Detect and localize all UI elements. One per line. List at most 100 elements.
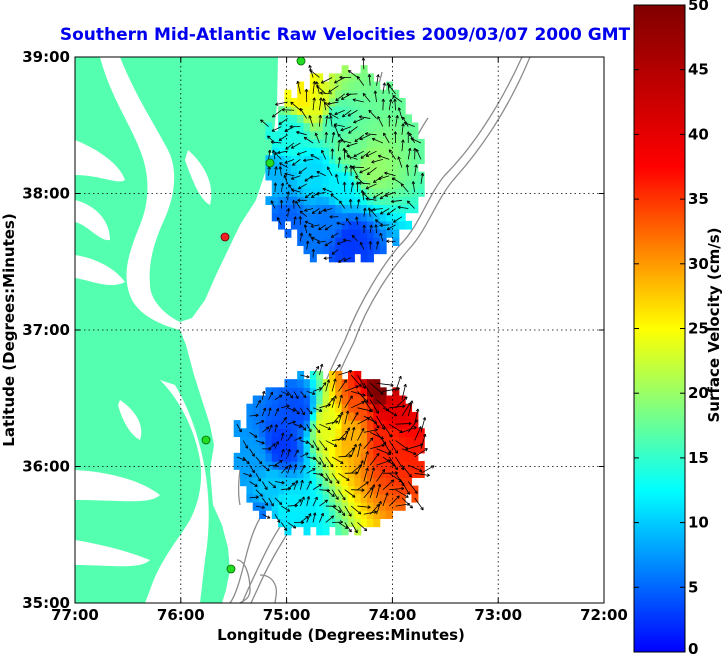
velocity-vector: [270, 200, 276, 209]
heatmap-cell: [341, 106, 349, 115]
velocity-vector: [346, 93, 358, 95]
velocity-vector-head: [367, 207, 370, 211]
velocity-vector-head: [409, 148, 412, 152]
velocity-vector-head: [401, 486, 405, 489]
velocity-vector: [274, 166, 277, 176]
heatmap-cell: [360, 403, 368, 413]
heatmap-cell: [367, 253, 374, 263]
heatmap-cell: [290, 179, 298, 189]
velocity-vector: [407, 148, 411, 160]
heatmap-cell: [354, 171, 362, 181]
heatmap-cell: [417, 138, 425, 148]
velocity-vector: [346, 155, 358, 160]
velocity-vector-head: [271, 149, 274, 154]
heatmap-cell: [373, 138, 381, 148]
heatmap-cell: [297, 147, 305, 156]
velocity-vector: [420, 433, 426, 449]
heatmap-cell: [284, 228, 292, 238]
velocity-vector: [299, 496, 305, 507]
velocity-vector: [312, 472, 324, 476]
heatmap-cell: [360, 163, 368, 173]
heatmap-cell: [373, 469, 381, 479]
velocity-vector: [287, 421, 296, 425]
heatmap-cell: [284, 114, 292, 124]
heatmap-cell: [284, 428, 292, 438]
heatmap-cell: [386, 97, 393, 107]
heatmap-cell: [297, 228, 305, 238]
heatmap-cell: [341, 403, 349, 413]
heatmap-cell: [373, 452, 381, 462]
velocity-vector-head: [339, 414, 341, 418]
velocity-vector-head: [299, 216, 303, 220]
velocity-vector: [420, 417, 426, 433]
velocity-vector-head: [284, 174, 287, 178]
colorbar-tick-label: 50: [688, 0, 709, 14]
velocity-vector-head: [373, 90, 376, 94]
velocity-vector-head: [384, 193, 388, 197]
heatmap-cell: [360, 147, 368, 156]
heatmap-cell: [322, 403, 330, 413]
velocity-vector: [368, 207, 371, 217]
velocity-vector-head: [314, 512, 317, 516]
heatmap-cell: [297, 163, 305, 173]
heatmap-cell: [309, 204, 317, 214]
velocity-vector: [312, 512, 316, 523]
velocity-vector: [287, 522, 297, 529]
velocity-vector-head: [349, 370, 353, 374]
heatmap-cell: [398, 501, 406, 511]
velocity-vector: [306, 513, 312, 523]
velocity-vector-head: [297, 199, 301, 203]
velocity-vector-head: [304, 208, 307, 212]
heatmap-cell: [271, 387, 279, 397]
velocity-vector-head: [388, 98, 392, 102]
velocity-vector-head: [398, 156, 401, 160]
velocity-vector-head: [365, 198, 369, 201]
velocity-vector-head: [361, 488, 365, 491]
velocity-vector: [420, 465, 435, 474]
velocity-vector-head: [286, 466, 288, 470]
heatmap-cell: [322, 163, 330, 173]
velocity-vector: [276, 217, 282, 226]
heatmap-cell: [417, 436, 425, 446]
heatmap-cell: [411, 171, 419, 181]
velocity-vector-head: [379, 225, 383, 228]
velocity-vector-head: [371, 437, 374, 441]
velocity-vector: [388, 149, 396, 160]
velocity-vector-head: [260, 119, 264, 121]
velocity-vector: [293, 407, 300, 415]
heatmap-cell: [290, 130, 298, 140]
velocity-vector-head: [314, 496, 318, 500]
velocity-vector-head: [333, 124, 337, 127]
velocity-vector: [376, 501, 382, 515]
velocity-vector: [312, 387, 323, 392]
heatmap-cell: [417, 461, 425, 470]
heatmap-cell: [373, 163, 381, 173]
velocity-vector-head: [294, 505, 298, 508]
velocity-vector-head: [400, 183, 403, 187]
velocity-vector: [382, 440, 392, 454]
velocity-vector-head: [389, 149, 393, 152]
velocity-vector-head: [374, 511, 377, 514]
heatmap-cell: [233, 461, 241, 470]
heatmap-cell: [316, 97, 324, 107]
velocity-vector-head: [308, 65, 310, 69]
velocity-vector-head: [365, 186, 369, 189]
velocity-vector: [299, 232, 303, 242]
heatmap-cell: [373, 510, 381, 519]
velocity-vector: [363, 429, 378, 433]
velocity-vector-head: [400, 468, 404, 471]
velocity-vector-head: [333, 123, 338, 125]
heatmap-cell: [322, 147, 330, 156]
radar-station-marker: [296, 57, 306, 66]
heatmap-cell: [341, 97, 349, 107]
velocity-vector: [293, 437, 302, 441]
heatmap-cell: [284, 452, 292, 462]
heatmap-cell: [386, 220, 393, 230]
velocity-vector: [369, 415, 380, 429]
heatmap-cell: [290, 444, 298, 454]
velocity-vector-head: [344, 430, 348, 433]
velocity-vector: [304, 175, 314, 182]
heatmap-cell: [309, 411, 317, 421]
velocity-vector-head: [257, 399, 261, 403]
velocity-vector-head: [264, 503, 268, 506]
